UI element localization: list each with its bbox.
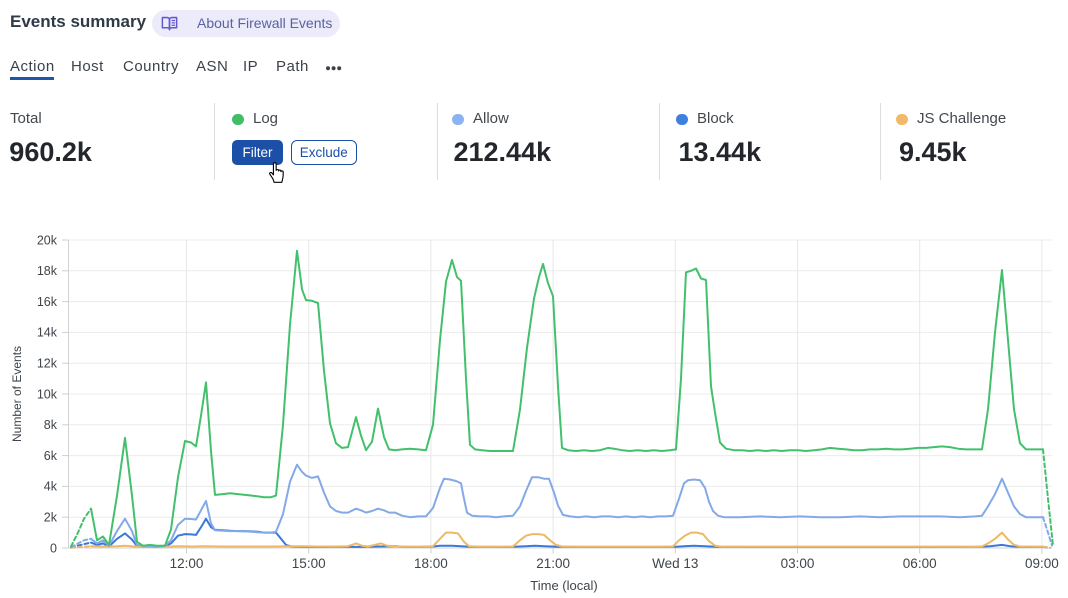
svg-text:09:00: 09:00	[1025, 556, 1059, 571]
svg-text:20k: 20k	[37, 233, 58, 247]
svg-text:2k: 2k	[44, 511, 58, 525]
svg-text:Number of Events: Number of Events	[10, 346, 24, 442]
svg-text:03:00: 03:00	[781, 556, 815, 571]
svg-text:12:00: 12:00	[170, 556, 204, 571]
svg-text:18:00: 18:00	[414, 556, 448, 571]
svg-text:21:00: 21:00	[536, 556, 570, 571]
svg-text:18k: 18k	[37, 264, 58, 278]
svg-text:6k: 6k	[44, 449, 58, 463]
svg-text:4k: 4k	[44, 480, 58, 494]
svg-text:8k: 8k	[44, 418, 58, 432]
svg-text:14k: 14k	[37, 326, 58, 340]
svg-text:16k: 16k	[37, 295, 58, 309]
svg-text:15:00: 15:00	[292, 556, 326, 571]
svg-text:Wed 13: Wed 13	[652, 556, 698, 571]
svg-text:06:00: 06:00	[903, 556, 937, 571]
svg-text:12k: 12k	[37, 357, 58, 371]
svg-text:10k: 10k	[37, 387, 58, 401]
svg-text:Time (local): Time (local)	[530, 578, 597, 593]
svg-text:0: 0	[50, 541, 57, 555]
